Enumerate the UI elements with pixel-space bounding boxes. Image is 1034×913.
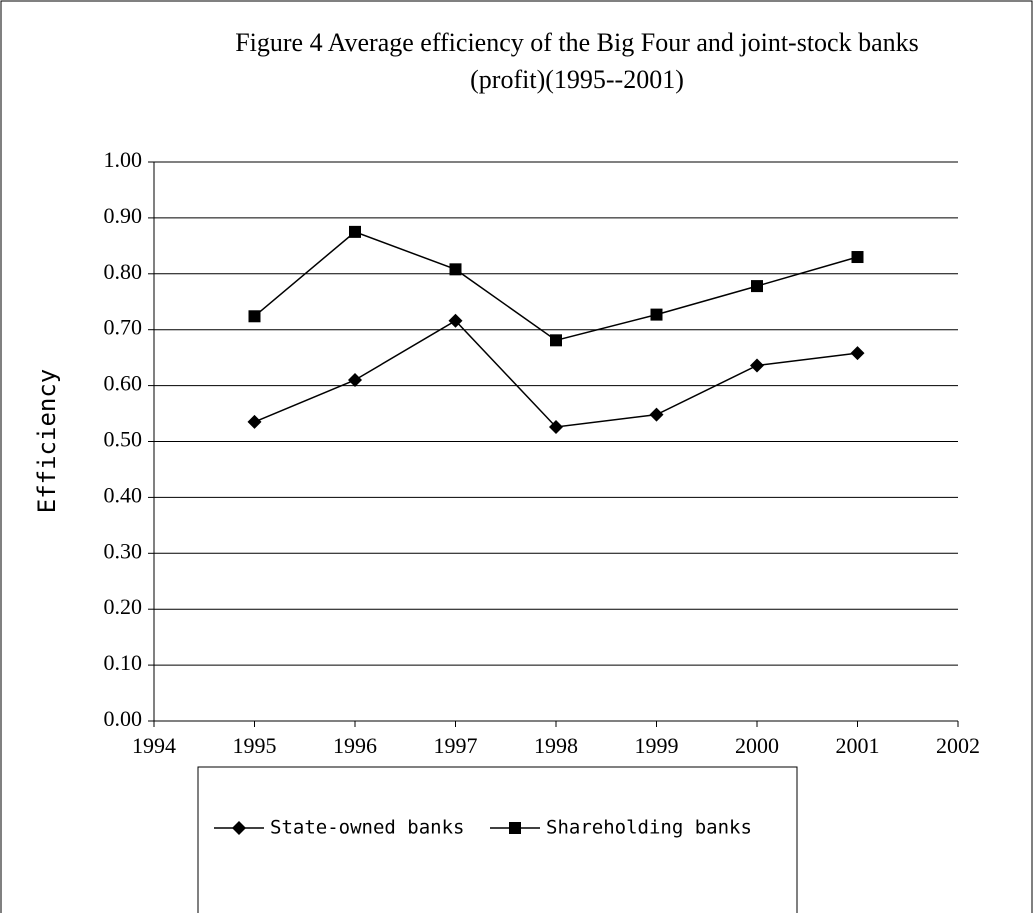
marker — [448, 313, 463, 328]
y-tick-label: 0.40 — [104, 482, 143, 507]
legend-label: Shareholding banks — [546, 817, 752, 839]
series-line — [254, 231, 858, 342]
legend-label: State-owned banks — [270, 817, 464, 839]
legend-marker — [232, 821, 246, 835]
legend-marker — [509, 822, 521, 834]
x-tick-label: 1997 — [434, 733, 478, 758]
y-tick-label: 0.30 — [104, 538, 143, 563]
marker — [650, 308, 663, 321]
marker — [751, 280, 763, 293]
y-tick-label: 0.50 — [104, 427, 143, 452]
marker — [649, 407, 664, 422]
x-tick-label: 2000 — [735, 733, 779, 758]
chart-title: Figure 4 Average efficiency of the Big F… — [235, 28, 919, 57]
x-tick-label: 1994 — [132, 733, 176, 758]
x-tick-label: 1996 — [333, 733, 377, 758]
chart-subtitle: (profit)(1995--2001) — [470, 65, 684, 94]
marker — [850, 346, 865, 361]
marker — [750, 358, 764, 373]
y-tick-label: 0.10 — [104, 650, 143, 675]
y-tick-label: 0.00 — [104, 706, 143, 731]
marker — [549, 419, 563, 434]
y-tick-label: 0.90 — [104, 203, 143, 228]
x-tick-label: 2001 — [836, 733, 880, 758]
y-tick-label: 0.20 — [104, 594, 143, 619]
x-tick-label: 2002 — [936, 733, 980, 758]
marker — [550, 334, 562, 347]
marker — [349, 225, 361, 238]
marker — [248, 310, 261, 323]
y-tick-label: 1.00 — [104, 147, 143, 172]
marker — [348, 373, 362, 388]
marker — [851, 251, 864, 264]
x-tick-label: 1998 — [534, 733, 578, 758]
y-tick-label: 0.60 — [104, 371, 143, 396]
marker — [247, 414, 262, 429]
y-axis-label: Efficiency — [33, 369, 61, 514]
legend-box — [197, 766, 798, 913]
y-tick-label: 0.70 — [104, 315, 143, 340]
y-tick-label: 0.80 — [104, 259, 143, 284]
x-tick-label: 1995 — [233, 733, 277, 758]
x-tick-label: 1999 — [635, 733, 679, 758]
marker — [449, 263, 462, 276]
